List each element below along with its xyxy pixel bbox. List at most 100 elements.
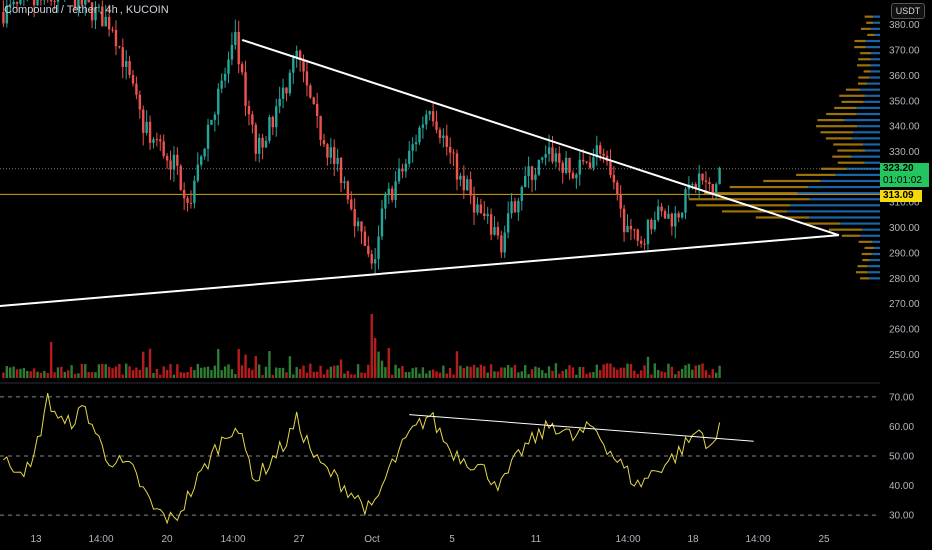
volume-bar	[486, 372, 489, 378]
candle-body	[148, 121, 152, 143]
volume-bar	[152, 373, 155, 378]
candle-body	[653, 219, 656, 230]
currency-button[interactable]: USDT	[891, 3, 925, 19]
volume-bar	[43, 370, 46, 378]
rsi-trendline	[409, 414, 754, 442]
candle-body	[240, 64, 244, 73]
volume-bar	[575, 374, 578, 378]
volume-bar	[172, 374, 176, 378]
volume-bar	[489, 364, 493, 378]
level-price-tag: 313.09	[880, 190, 922, 202]
volume-bar	[70, 365, 73, 378]
volume-bar	[503, 367, 506, 378]
candle-body	[145, 121, 148, 133]
volume-profile-row	[855, 271, 868, 274]
volume-bar	[592, 372, 595, 378]
volume-bar	[326, 369, 329, 378]
volume-bar	[346, 370, 350, 378]
horizontal-level	[0, 168, 880, 195]
volume-bar	[46, 373, 49, 378]
candle-body	[377, 236, 380, 260]
volume-bar	[428, 370, 431, 378]
candle-body	[234, 31, 237, 46]
candle-body	[694, 184, 697, 188]
volume-bar	[568, 365, 571, 378]
time-tick-label: Oct	[364, 534, 380, 545]
candle-body	[646, 219, 650, 245]
candle-body	[667, 213, 670, 219]
candle-body	[339, 157, 343, 183]
candle-body	[15, 1, 19, 4]
volume-bar	[404, 372, 408, 378]
candle-body	[595, 145, 599, 158]
volume-bar	[674, 374, 677, 378]
candle-body	[182, 189, 186, 199]
candle-body	[493, 227, 496, 235]
volume-bar	[9, 367, 12, 378]
candle-body	[602, 153, 605, 156]
candle-body	[408, 150, 411, 164]
candle-body	[670, 213, 674, 227]
volume-bar	[462, 368, 466, 378]
volume-bar	[646, 356, 650, 378]
volume-profile-row	[870, 64, 880, 67]
candle-body	[87, 0, 90, 3]
volume-bar	[138, 369, 142, 378]
candle-body	[718, 168, 721, 185]
volume-bar	[605, 363, 609, 378]
candle-body	[506, 213, 510, 233]
candlestick-series	[2, 0, 721, 275]
candle-body	[680, 212, 684, 218]
price-tick-label: 270.00	[889, 299, 920, 310]
volume-bar	[356, 364, 360, 378]
volume-bar	[714, 372, 718, 378]
volume-bar	[469, 366, 472, 378]
volume-bar	[220, 370, 223, 378]
volume-bar	[578, 366, 581, 378]
volume-profile-row	[864, 149, 880, 152]
volume-profile-row	[874, 33, 880, 37]
volume-bar	[63, 371, 66, 378]
candle-body	[213, 114, 217, 120]
candle-body	[237, 31, 240, 65]
volume-profile-row	[864, 161, 880, 164]
volume-bar	[551, 370, 554, 378]
candle-body	[489, 214, 493, 235]
interval: 4h	[105, 4, 118, 16]
volume-profile-row	[869, 258, 880, 262]
volume-bar	[131, 370, 135, 378]
candle-body	[459, 175, 462, 180]
volume-bar	[602, 364, 605, 378]
volume-profile-row	[867, 265, 880, 268]
volume-profile-row	[817, 119, 845, 122]
candle-body	[159, 139, 162, 142]
volume-bar	[2, 372, 5, 378]
price-tick-label: 330.00	[889, 147, 920, 158]
candle-body	[476, 204, 479, 213]
candle-body	[193, 180, 196, 204]
volume-profile-row	[858, 240, 873, 243]
candle-body	[462, 175, 466, 191]
candle-body	[691, 184, 694, 186]
volume-bar	[639, 370, 643, 378]
candle-body	[397, 168, 401, 182]
volume-profile-row	[870, 58, 880, 61]
volume-bar	[80, 363, 84, 378]
volume-profile-row	[796, 173, 836, 176]
candle-body	[336, 157, 339, 164]
volume-bar	[271, 374, 275, 378]
volume-bar	[309, 363, 312, 378]
candle-body	[486, 214, 489, 217]
candle-body	[520, 187, 523, 201]
candle-body	[254, 124, 257, 154]
volume-profile-row	[688, 198, 810, 201]
time-tick-label: 14:00	[88, 534, 113, 545]
rsi-tick-label: 40.00	[889, 481, 914, 492]
candle-body	[271, 117, 275, 128]
volume-bar	[370, 314, 373, 378]
candle-body	[663, 211, 667, 219]
volume-bar	[558, 373, 561, 378]
volume-bar	[561, 370, 564, 378]
volume-bar	[97, 364, 101, 378]
